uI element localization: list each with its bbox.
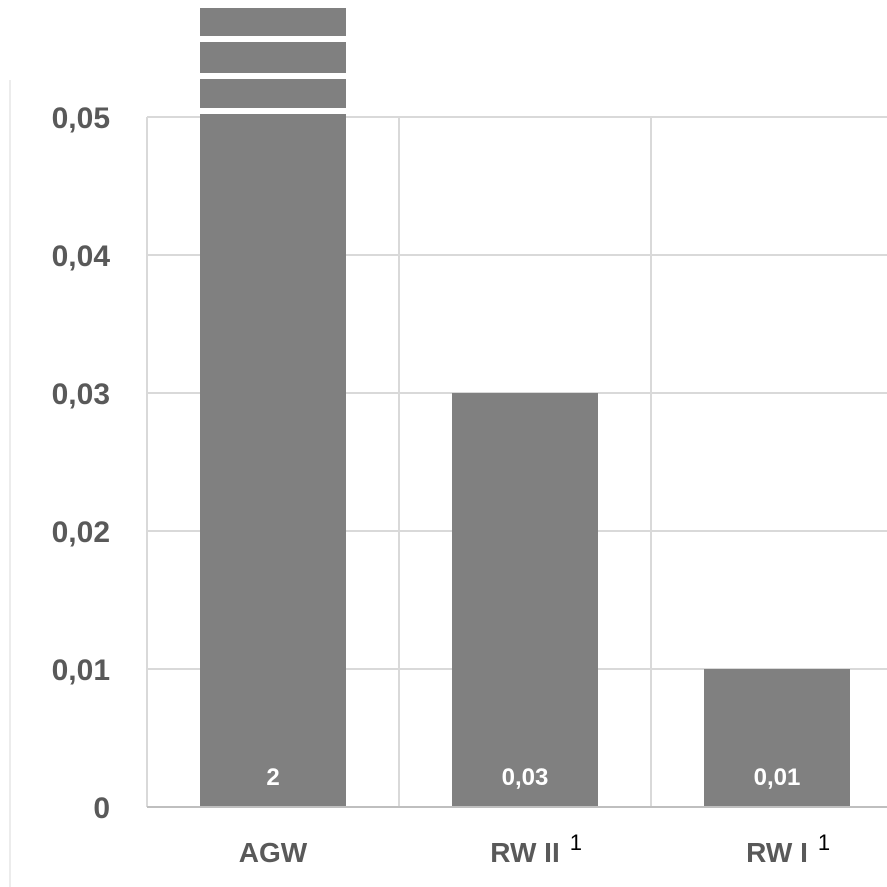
y-axis-ticks: 0 0,01 0,02 0,03 0,04 0,05 bbox=[52, 102, 111, 825]
y-tick-label: 0,01 bbox=[52, 654, 110, 687]
y-tick-label: 0,04 bbox=[52, 240, 111, 273]
bars: 2 0,03 0,01 bbox=[200, 8, 850, 807]
x-axis-ticks: AGW RW II 1 RW I 1 bbox=[239, 830, 830, 868]
x-tick-superscript: 1 bbox=[570, 830, 582, 855]
y-tick-label: 0,05 bbox=[52, 102, 110, 135]
data-label: 2 bbox=[266, 764, 279, 791]
x-tick-label: AGW bbox=[239, 837, 308, 868]
x-tick-superscript: 1 bbox=[818, 830, 830, 855]
data-label: 0,03 bbox=[502, 764, 549, 791]
y-tick-label: 0 bbox=[93, 792, 110, 825]
x-tick-label: RW II bbox=[490, 837, 559, 868]
y-tick-label: 0,03 bbox=[52, 378, 110, 411]
bar-rw-ii bbox=[452, 393, 598, 807]
axis-break-gap bbox=[200, 36, 346, 42]
y-tick-label: 0,02 bbox=[52, 516, 110, 549]
axis-break-gap bbox=[200, 108, 346, 114]
bar-agw bbox=[200, 8, 346, 807]
data-label: 0,01 bbox=[754, 764, 801, 791]
axis-break-gap bbox=[200, 73, 346, 79]
x-tick-label: RW I bbox=[746, 837, 808, 868]
bar-rw-i bbox=[704, 669, 850, 807]
